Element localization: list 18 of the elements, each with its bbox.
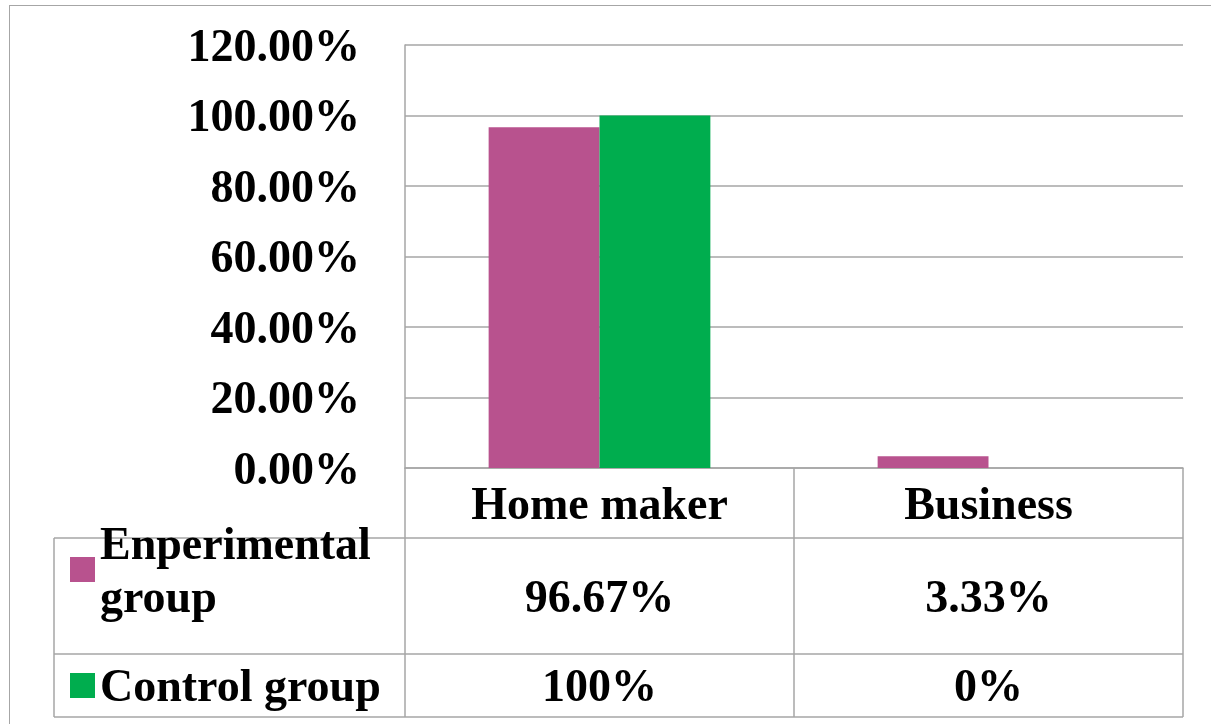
data-label: 3.33%	[925, 570, 1052, 622]
y-tick-label: 20.00%	[210, 372, 360, 423]
legend-label: Control group	[100, 660, 381, 711]
y-tick-label: 100.00%	[187, 90, 360, 141]
y-tick-label: 80.00%	[210, 160, 360, 212]
data-label: 0%	[954, 660, 1023, 711]
y-tick-label: 0.00%	[233, 442, 360, 494]
legend-label: Enperimental group	[100, 517, 383, 622]
y-tick-label: 120.00%	[187, 19, 360, 71]
bar	[599, 115, 711, 468]
bar	[877, 456, 989, 468]
data-label: 100%	[542, 660, 657, 711]
bar	[488, 127, 600, 468]
x-tick-label: Home maker	[471, 477, 728, 529]
data-label: 96.67%	[524, 570, 675, 622]
x-tick-label: Business	[904, 477, 1073, 529]
y-tick-label: 60.00%	[210, 231, 360, 282]
y-tick-label: 40.00%	[210, 301, 360, 353]
